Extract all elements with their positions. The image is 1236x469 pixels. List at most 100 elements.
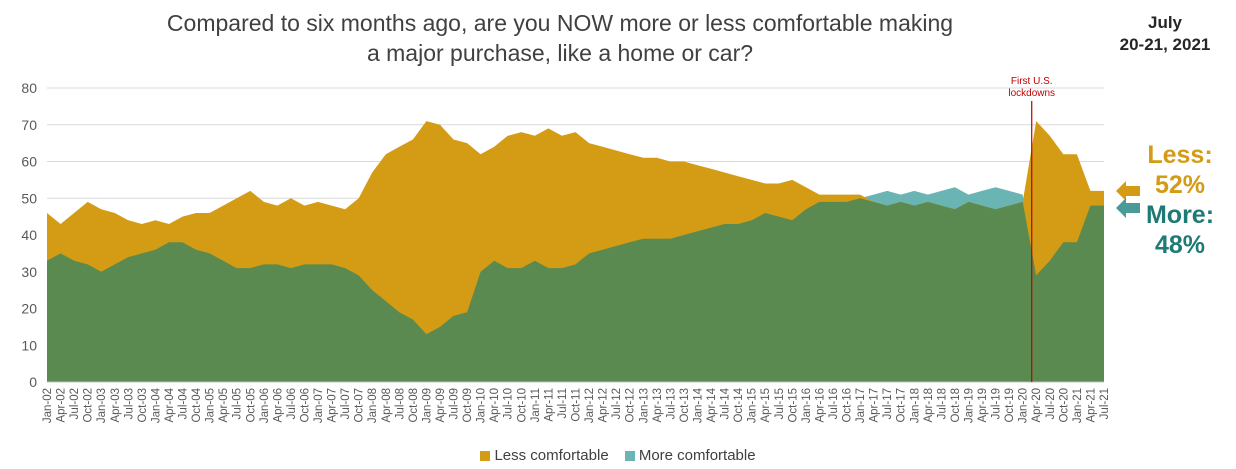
x-tick-label: Oct-10 [516,388,528,423]
chart-title: Compared to six months ago, are you NOW … [60,8,1060,68]
x-tick-label: Jul-21 [1099,388,1111,419]
legend-swatch-less [480,451,491,462]
survey-date-month: July [1147,13,1183,32]
x-tick-label: Apr-16 [814,388,826,423]
x-tick-label: Apr-09 [435,388,447,423]
x-tick-label: Jan-11 [530,388,542,422]
y-tick-label: 10 [21,337,37,353]
x-tick-label: Jul-13 [665,388,677,419]
more-callout-label: More: [1145,201,1215,229]
x-tick-label: Oct-11 [571,388,583,422]
chart-legend: Less comfortable More comfortable [0,447,1236,464]
x-tick-label: Jan-04 [150,387,162,423]
x-tick-label: Jul-14 [720,387,732,419]
x-tick-label: Apr-11 [543,388,555,422]
x-tick-label: Jan-16 [801,388,813,423]
x-tick-label: Apr-02 [56,388,68,423]
x-tick-label: Jan-13 [638,388,650,423]
x-tick-label: Apr-07 [327,388,339,423]
x-tick-label: Oct-02 [83,388,95,423]
y-tick-label: 20 [21,301,37,317]
lockdown-label-line-2: lockdowns [1008,88,1055,99]
less-callout: Less: 52% [1135,140,1225,200]
y-tick-label: 30 [21,264,37,280]
legend-item-less: Less comfortable [480,447,609,464]
x-tick-label: Apr-10 [489,388,501,423]
x-tick-label: Jul-15 [774,388,786,419]
overlap-area [47,198,1104,382]
legend-swatch-more [624,451,635,462]
y-tick-label: 50 [21,190,37,206]
x-tick-label: Jan-08 [367,388,379,423]
x-tick-label: Oct-18 [950,388,962,423]
x-tick-label: Oct-07 [354,388,366,423]
x-tick-label: Oct-15 [787,388,799,423]
x-tick-label: Jul-20 [1045,388,1057,419]
lockdown-label-line-1: First U.S. [1011,76,1053,87]
chart-title-line-2: a major purchase, like a home or car? [366,40,754,66]
x-tick-label: Jul-17 [882,388,894,419]
x-tick-label: Oct-12 [625,388,637,423]
x-tick-label: Apr-13 [652,388,664,423]
chart-title-line-1: Compared to six months ago, are you NOW … [166,10,954,36]
more-callout-value: 48% [1154,231,1206,259]
x-tick-label: Jul-19 [991,388,1003,419]
x-tick-label: Oct-03 [137,388,149,423]
x-tick-label: Oct-05 [245,388,257,423]
x-tick-label: Apr-18 [923,388,935,423]
x-tick-label: Apr-08 [381,388,393,423]
x-tick-label: Jan-09 [421,388,433,423]
x-tick-label: Jan-14 [693,387,705,423]
x-tick-label: Jul-03 [123,388,135,419]
x-tick-label: Apr-12 [598,388,610,423]
x-tick-label: Oct-13 [679,388,691,423]
x-tick-label: Jul-18 [936,388,948,419]
x-tick-label: Oct-04 [191,387,203,422]
x-tick-label: Jan-05 [205,388,217,423]
y-tick-label: 80 [21,80,37,96]
less-callout-label: Less: [1147,141,1213,169]
x-tick-label: Jan-03 [96,388,108,423]
x-tick-label: Apr-20 [1031,388,1043,423]
x-tick-label: Oct-14 [733,387,745,422]
x-tick-label: Jan-06 [259,388,271,423]
x-tick-label: Jan-17 [855,388,867,423]
y-tick-label: 60 [21,154,37,170]
x-tick-label: Oct-17 [896,388,908,423]
legend-item-more: More comfortable [624,447,756,464]
x-tick-label: Jul-06 [286,388,298,419]
x-tick-label: Apr-04 [164,387,176,422]
y-tick-label: 40 [21,227,37,243]
y-tick-label: 70 [21,117,37,133]
x-tick-label: Jan-19 [964,388,976,423]
x-tick-label: Jan-12 [584,388,596,423]
x-tick-label: Jul-04 [178,387,190,419]
x-tick-label: Jul-12 [611,388,623,419]
x-tick-label: Jan-15 [747,388,759,423]
y-tick-label: 0 [29,374,37,390]
x-tick-label: Oct-20 [1058,388,1070,423]
x-tick-label: Apr-17 [869,388,881,423]
x-tick-label: Oct-08 [408,388,420,423]
x-tick-label: Oct-06 [300,388,312,423]
x-tick-label: Apr-06 [272,388,284,423]
legend-label-more: More comfortable [638,447,756,464]
x-tick-label: Apr-05 [218,388,230,423]
x-tick-label: Jan-18 [909,388,921,423]
x-tick-label: Jul-10 [503,388,515,419]
x-tick-label: Apr-19 [977,388,989,423]
x-tick-label: Jul-02 [69,388,81,419]
x-tick-label: Apr-03 [110,388,122,423]
x-tick-label: Apr-15 [760,388,772,423]
x-tick-label: Apr-21 [1085,388,1097,423]
survey-date: July 20-21, 2021 [1100,12,1230,56]
x-tick-label: Jul-09 [449,388,461,419]
x-tick-label: Apr-14 [706,387,718,422]
more-arrow-icon [1116,198,1140,218]
x-tick-label: Oct-09 [462,388,474,423]
x-tick-label: Oct-19 [1004,388,1016,423]
x-tick-label: Jul-08 [394,388,406,419]
x-tick-label: Jan-21 [1072,388,1084,423]
x-tick-label: Jan-07 [313,388,325,423]
